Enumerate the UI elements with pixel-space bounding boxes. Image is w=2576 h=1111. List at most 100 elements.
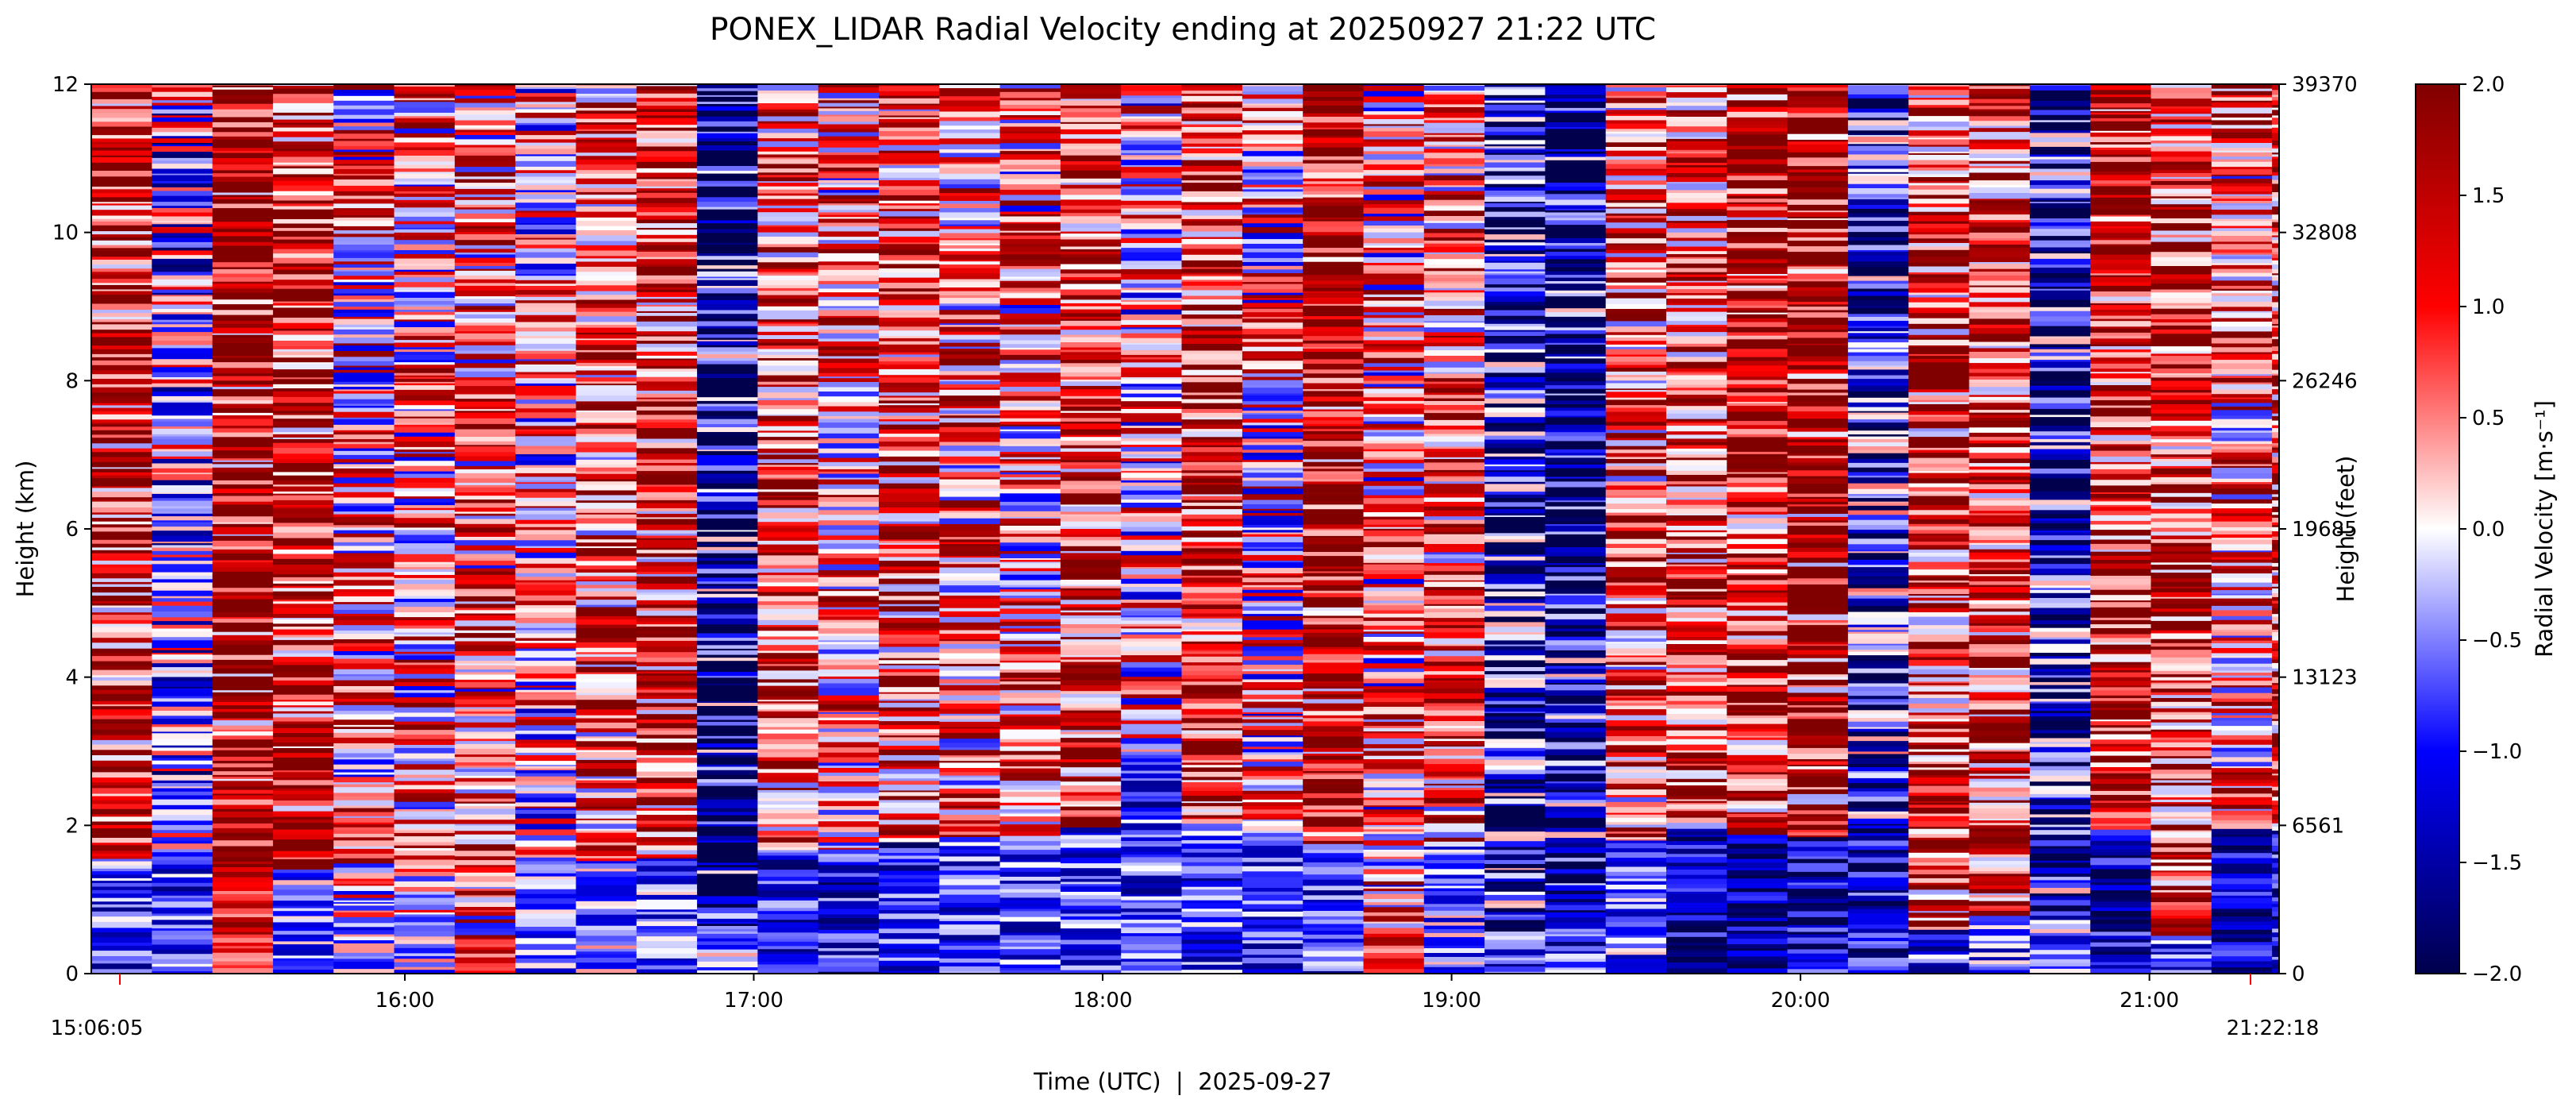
- heatmap-cell: [1181, 436, 1243, 440]
- heatmap-cell: [879, 293, 941, 300]
- heatmap-cell: [91, 240, 153, 245]
- heatmap-cell: [1121, 490, 1183, 495]
- heatmap-cell: [1242, 139, 1303, 144]
- heatmap-cell: [636, 530, 698, 534]
- heatmap-cell: [939, 826, 1001, 832]
- heatmap-cell: [152, 180, 214, 183]
- heatmap-cell: [697, 507, 759, 511]
- heatmap-cell: [757, 818, 819, 824]
- heatmap-cell: [939, 149, 1001, 153]
- heatmap-cell: [515, 153, 577, 156]
- heatmap-cell: [576, 901, 637, 906]
- heatmap-cell: [636, 573, 698, 577]
- heatmap-cell: [636, 459, 698, 463]
- heatmap-cell: [1242, 536, 1303, 542]
- heatmap-cell: [879, 236, 941, 243]
- heatmap-cell: [999, 511, 1061, 517]
- heatmap-cell: [879, 671, 941, 676]
- heatmap-cell: [818, 938, 880, 943]
- heatmap-cell: [454, 839, 516, 845]
- heatmap-cell: [1181, 218, 1243, 222]
- heatmap-cell: [697, 492, 759, 496]
- heatmap-cell: [212, 427, 274, 433]
- heatmap-cell: [333, 295, 395, 299]
- heatmap-cell: [879, 615, 941, 618]
- heatmap-cell: [818, 710, 880, 712]
- heatmap-cell: [152, 970, 214, 974]
- heatmap-cell: [697, 276, 759, 279]
- heatmap-cell: [1060, 685, 1122, 692]
- heatmap-cell: [636, 854, 698, 858]
- heatmap-cell: [879, 595, 941, 600]
- heatmap-cell: [515, 211, 577, 218]
- heatmap-cell: [879, 943, 941, 949]
- heatmap-cell: [394, 864, 456, 870]
- heatmap-cell: [939, 484, 1001, 489]
- heatmap-cell: [636, 371, 698, 377]
- heatmap-cell: [454, 199, 516, 205]
- heatmap-cell: [576, 688, 637, 693]
- heatmap-cell: [1181, 148, 1243, 154]
- heatmap-cell: [1181, 650, 1243, 654]
- heatmap-cell: [212, 95, 274, 100]
- heatmap-cell: [576, 951, 637, 955]
- heatmap-cell: [818, 236, 880, 241]
- heatmap-cell: [757, 807, 819, 810]
- heatmap-cell: [1060, 346, 1122, 350]
- heatmap-cell: [999, 631, 1061, 635]
- heatmap-cell: [879, 523, 941, 527]
- heatmap-cell: [576, 369, 637, 376]
- heatmap-cell: [152, 448, 214, 452]
- heatmap-cell: [91, 744, 153, 750]
- heatmap-cell: [1060, 245, 1122, 249]
- heatmap-cell: [939, 625, 1001, 631]
- heatmap-cell: [1181, 266, 1243, 269]
- heatmap-cell: [394, 924, 456, 932]
- heatmap-cell: [1181, 152, 1243, 157]
- heatmap-cell: [1242, 407, 1303, 411]
- heatmap-cell: [939, 507, 1001, 511]
- heatmap-cell: [757, 702, 819, 705]
- heatmap-cell: [91, 278, 153, 284]
- heatmap-cell: [636, 804, 698, 808]
- heatmap-cell: [636, 289, 698, 292]
- heatmap-cell: [333, 916, 395, 924]
- heatmap-cell: [91, 546, 153, 550]
- heatmap-cell: [939, 622, 1001, 627]
- heatmap-cell: [757, 626, 819, 631]
- heatmap-cell: [939, 277, 1001, 280]
- heatmap-cell: [394, 835, 456, 843]
- heatmap-cell: [818, 635, 880, 641]
- heatmap-cell: [757, 211, 819, 217]
- heatmap-cell: [1121, 875, 1183, 881]
- heatmap-cell: [757, 540, 819, 545]
- heatmap-cell: [212, 958, 274, 962]
- heatmap-cell: [1242, 546, 1303, 550]
- heatmap-cell: [1060, 476, 1122, 481]
- heatmap-cell: [1121, 485, 1183, 491]
- heatmap-cell: [515, 557, 577, 564]
- heatmap-cell: [697, 201, 759, 207]
- heatmap-cell: [333, 530, 395, 534]
- heatmap-cell: [1121, 156, 1183, 160]
- heatmap-cell: [636, 447, 698, 454]
- heatmap-cell: [939, 365, 1001, 372]
- heatmap-cell: [454, 808, 516, 815]
- heatmap-cell: [939, 814, 1001, 820]
- heatmap-cell: [999, 291, 1061, 294]
- heatmap-cell: [1121, 862, 1183, 866]
- heatmap-cell: [879, 136, 941, 140]
- heatmap-cell: [818, 889, 880, 893]
- heatmap-cell: [1181, 146, 1243, 149]
- heatmap-cell: [576, 334, 637, 339]
- heatmap-cell: [697, 829, 759, 836]
- heatmap-cell: [576, 291, 637, 295]
- heatmap-cell: [576, 245, 637, 251]
- heatmap-cell: [1121, 427, 1183, 434]
- heatmap-cell: [91, 155, 153, 157]
- heatmap-cell: [394, 729, 456, 735]
- heatmap-cell: [91, 729, 153, 734]
- heatmap-cell: [697, 851, 759, 855]
- heatmap-cell: [152, 266, 214, 272]
- heatmap-cell: [272, 940, 334, 945]
